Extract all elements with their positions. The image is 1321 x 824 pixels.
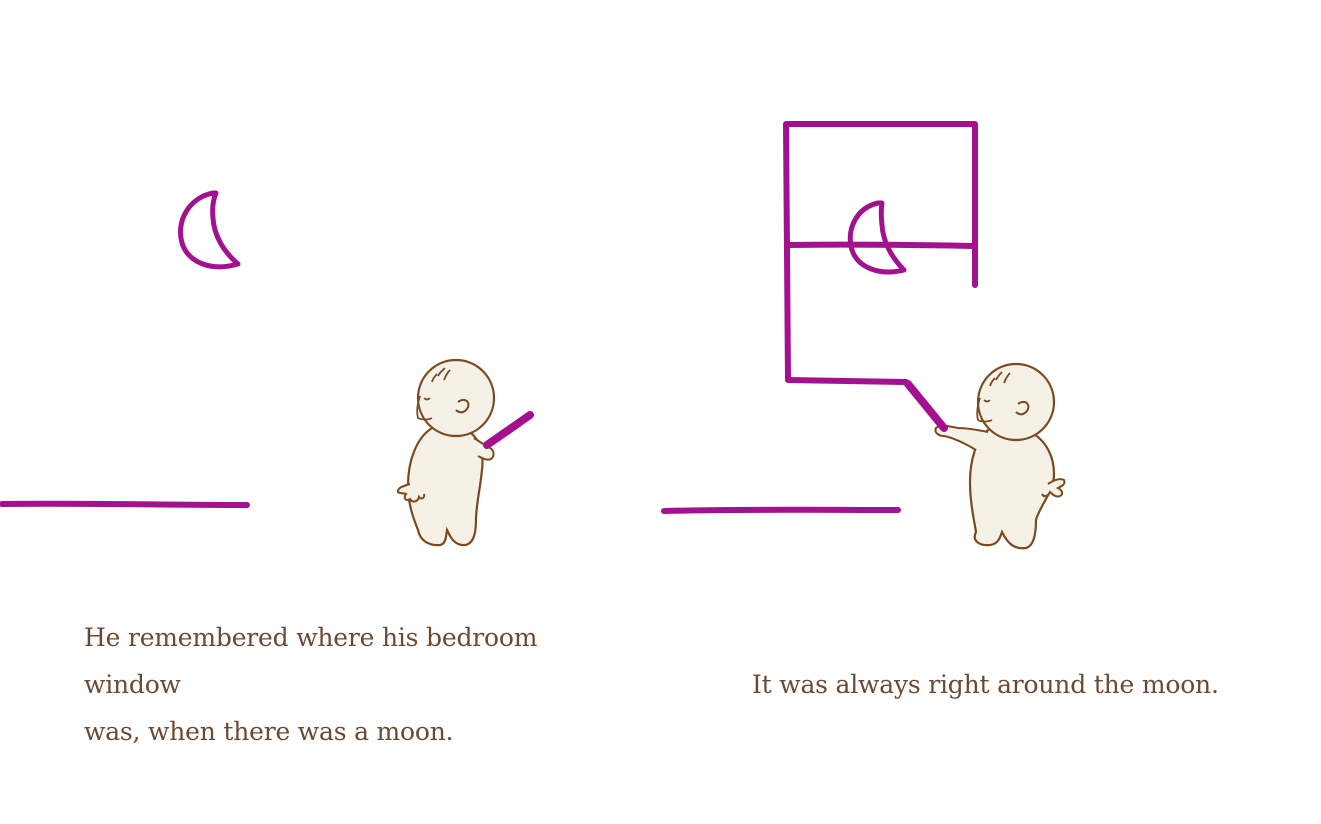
left-caption-line1: He remembered where his bedroom window xyxy=(84,623,538,699)
boy-ear xyxy=(455,398,470,414)
crescent-moon-window-icon xyxy=(847,200,907,275)
boy-face-right xyxy=(976,397,993,423)
boy-hair-right xyxy=(989,371,1011,387)
boy-right-hand-right xyxy=(1041,478,1066,498)
boy-figure xyxy=(396,358,534,547)
boy-right-arm xyxy=(473,437,495,461)
boy-left-hand xyxy=(396,483,426,503)
boy-head-right xyxy=(976,362,1056,442)
left-page-caption: He remembered where his bedroom window wa… xyxy=(84,614,624,755)
boy-figure-right xyxy=(904,362,1066,550)
boy-left-arm-right xyxy=(934,424,989,451)
crescent-moon-icon xyxy=(178,190,241,270)
right-page-caption: It was always right around the moon. xyxy=(752,670,1219,699)
horizon-line-right xyxy=(661,506,901,514)
left-page xyxy=(0,0,660,824)
right-illustration xyxy=(661,121,1066,550)
boy-head xyxy=(416,358,496,438)
window-frame xyxy=(783,121,978,433)
window-crossbar xyxy=(785,241,975,249)
horizon-line xyxy=(0,500,250,508)
boy-ear-right xyxy=(1015,400,1030,416)
purple-crayon-icon xyxy=(483,411,534,449)
left-caption-line2: was, when there was a moon. xyxy=(84,717,454,746)
boy-hair xyxy=(431,367,451,383)
boy-body xyxy=(406,424,484,547)
left-illustration xyxy=(0,190,534,547)
boy-face xyxy=(416,395,433,421)
purple-crayon-icon-right xyxy=(904,380,948,432)
boy-body-right xyxy=(968,426,1056,550)
